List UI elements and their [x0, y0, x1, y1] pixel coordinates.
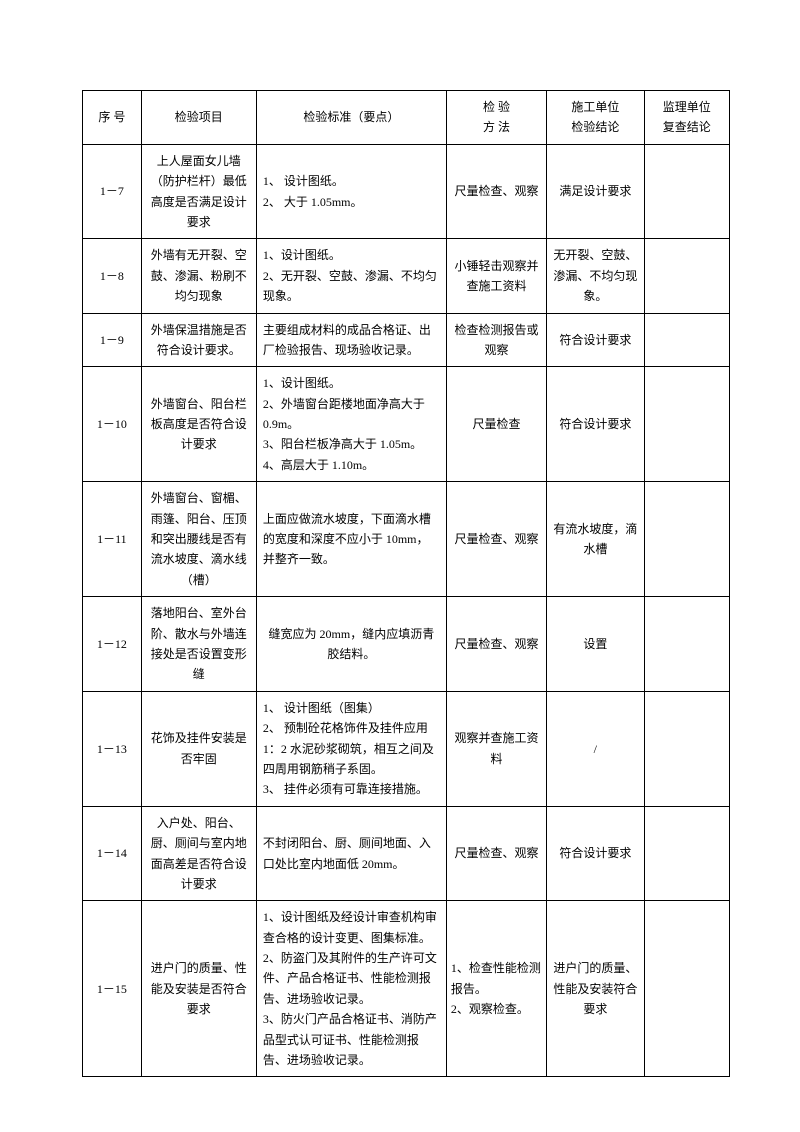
cell-rev [644, 482, 730, 597]
cell-seq: 1－13 [83, 691, 142, 806]
cell-std: 缝宽应为 20mm，缝内应填沥青胶结料。 [256, 597, 446, 692]
col-meth-header: 检 验方 法 [446, 91, 546, 145]
cell-rev [644, 367, 730, 482]
cell-meth: 小锤轻击观察并查施工资料 [446, 239, 546, 313]
cell-meth: 尺量检查 [446, 367, 546, 482]
col-seq-header: 序 号 [83, 91, 142, 145]
cell-seq: 1－9 [83, 313, 142, 367]
cell-res: 无开裂、空鼓、渗漏、不均匀现象。 [547, 239, 644, 313]
cell-item: 进户门的质量、性能及安装是否符合要求 [141, 901, 256, 1077]
cell-item: 外墙保温措施是否符合设计要求。 [141, 313, 256, 367]
cell-std: 1、设计图纸。2、无开裂、空鼓、渗漏、不均匀现象。 [256, 239, 446, 313]
col-res-header: 施工单位检验结论 [547, 91, 644, 145]
cell-res: 满足设计要求 [547, 144, 644, 239]
cell-res: 进户门的质量、性能及安装符合要求 [547, 901, 644, 1077]
cell-res: / [547, 691, 644, 806]
cell-rev [644, 691, 730, 806]
col-item-header: 检验项目 [141, 91, 256, 145]
table-row: 1－9 外墙保温措施是否符合设计要求。 主要组成材料的成品合格证、出厂检验报告、… [83, 313, 730, 367]
cell-item: 落地阳台、室外台阶、散水与外墙连接处是否设置变形缝 [141, 597, 256, 692]
cell-std: 1、设计图纸及经设计审查机构审查合格的设计变更、图集标准。2、防盗门及其附件的生… [256, 901, 446, 1077]
table-row: 1－10 外墙窗台、阳台栏板高度是否符合设计要求 1、设计图纸。2、外墙窗台距楼… [83, 367, 730, 482]
cell-seq: 1－7 [83, 144, 142, 239]
cell-meth: 检查检测报告或观察 [446, 313, 546, 367]
col-std-header: 检验标准（要点） [256, 91, 446, 145]
col-rev-header: 监理单位复查结论 [644, 91, 730, 145]
cell-item: 外墙窗台、阳台栏板高度是否符合设计要求 [141, 367, 256, 482]
cell-meth: 尺量检查、观察 [446, 482, 546, 597]
table-body: 1－7 上人屋面女儿墙（防护栏杆）最低高度是否满足设计要求 1、 设计图纸。2、… [83, 144, 730, 1077]
cell-std: 上面应做流水坡度，下面滴水槽的宽度和深度不应小于 10mm，并整齐一致。 [256, 482, 446, 597]
cell-item: 上人屋面女儿墙（防护栏杆）最低高度是否满足设计要求 [141, 144, 256, 239]
cell-item: 花饰及挂件安装是否牢固 [141, 691, 256, 806]
cell-seq: 1－14 [83, 806, 142, 901]
cell-meth: 1、检查性能检测报告。2、观察检查。 [446, 901, 546, 1077]
cell-rev [644, 597, 730, 692]
cell-std: 1、设计图纸。2、外墙窗台距楼地面净高大于0.9m。3、阳台栏板净高大于 1.0… [256, 367, 446, 482]
cell-meth: 尺量检查、观察 [446, 144, 546, 239]
cell-std: 主要组成材料的成品合格证、出厂检验报告、现场验收记录。 [256, 313, 446, 367]
table-row: 1－13 花饰及挂件安装是否牢固 1、 设计图纸（图集）2、 预制砼花格饰件及挂… [83, 691, 730, 806]
table-row: 1－12 落地阳台、室外台阶、散水与外墙连接处是否设置变形缝 缝宽应为 20mm… [83, 597, 730, 692]
cell-res: 有流水坡度，滴水槽 [547, 482, 644, 597]
table-row: 1－7 上人屋面女儿墙（防护栏杆）最低高度是否满足设计要求 1、 设计图纸。2、… [83, 144, 730, 239]
cell-rev [644, 901, 730, 1077]
cell-res: 符合设计要求 [547, 367, 644, 482]
cell-seq: 1－11 [83, 482, 142, 597]
cell-meth: 尺量检查、观察 [446, 806, 546, 901]
cell-std: 1、 设计图纸。2、 大于 1.05mm。 [256, 144, 446, 239]
cell-seq: 1－10 [83, 367, 142, 482]
table-row: 1－14 入户处、阳台、厨、厕间与室内地面高差是否符合设计要求 不封闭阳台、厨、… [83, 806, 730, 901]
table-row: 1－8 外墙有无开裂、空鼓、渗漏、粉刷不均匀现象 1、设计图纸。2、无开裂、空鼓… [83, 239, 730, 313]
cell-std: 不封闭阳台、厨、厕间地面、入口处比室内地面低 20mm。 [256, 806, 446, 901]
cell-rev [644, 313, 730, 367]
table-header-row: 序 号 检验项目 检验标准（要点） 检 验方 法 施工单位检验结论 监理单位复查… [83, 91, 730, 145]
cell-res: 设置 [547, 597, 644, 692]
cell-std: 1、 设计图纸（图集）2、 预制砼花格饰件及挂件应用1：2 水泥砂浆砌筑，相互之… [256, 691, 446, 806]
table-row: 1－15 进户门的质量、性能及安装是否符合要求 1、设计图纸及经设计审查机构审查… [83, 901, 730, 1077]
cell-meth: 观察并查施工资料 [446, 691, 546, 806]
cell-seq: 1－8 [83, 239, 142, 313]
cell-res: 符合设计要求 [547, 313, 644, 367]
cell-seq: 1－12 [83, 597, 142, 692]
inspection-table: 序 号 检验项目 检验标准（要点） 检 验方 法 施工单位检验结论 监理单位复查… [82, 90, 730, 1077]
cell-rev [644, 144, 730, 239]
table-row: 1－11 外墙窗台、窗楣、雨篷、阳台、压顶和突出腰线是否有流水坡度、滴水线（槽）… [83, 482, 730, 597]
cell-res: 符合设计要求 [547, 806, 644, 901]
cell-rev [644, 239, 730, 313]
cell-item: 外墙有无开裂、空鼓、渗漏、粉刷不均匀现象 [141, 239, 256, 313]
cell-meth: 尺量检查、观察 [446, 597, 546, 692]
cell-item: 外墙窗台、窗楣、雨篷、阳台、压顶和突出腰线是否有流水坡度、滴水线（槽） [141, 482, 256, 597]
cell-item: 入户处、阳台、厨、厕间与室内地面高差是否符合设计要求 [141, 806, 256, 901]
cell-rev [644, 806, 730, 901]
cell-seq: 1－15 [83, 901, 142, 1077]
